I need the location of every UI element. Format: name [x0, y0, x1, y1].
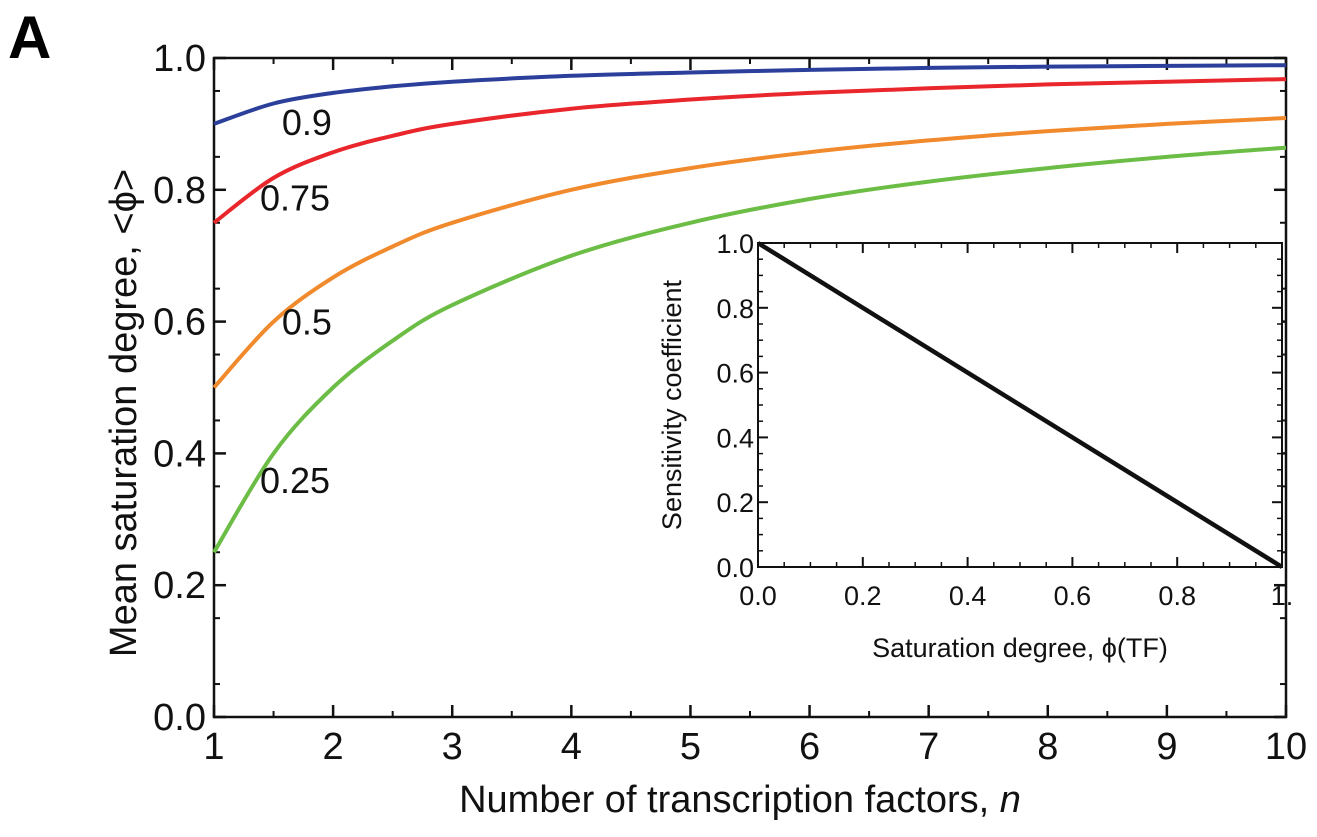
- inset-y-axis-title: Sensitivity coefficient: [657, 279, 687, 530]
- x-tick-label: 1: [203, 726, 224, 768]
- y-tick-label: 0.2: [153, 565, 206, 607]
- y-tick-label: 0.8: [153, 170, 206, 212]
- x-axis-title: Number of transcription factors, n: [459, 779, 1021, 821]
- inset-y-tick-label: 1.0: [716, 229, 754, 259]
- inset-x-tick-label: 0.2: [844, 581, 882, 611]
- inset-x-tick-label: 0.4: [949, 581, 987, 611]
- series-line-0.25: [212, 145, 1287, 554]
- inset-ticks: 0.0 0.2 0.4 0.6 0.8 1. 0.0 0.2 0.4 0.6 0.8 1.0: [716, 229, 1293, 611]
- series-line-0.75: [212, 77, 1287, 225]
- inset-x-tick-label: 1.: [1271, 581, 1294, 611]
- y-axis-title: Mean saturation degree, <ϕ>: [103, 169, 145, 657]
- x-tick-label: 2: [323, 726, 344, 768]
- x-axis-title-text: Number of transcription factors,: [459, 779, 1000, 821]
- inset-curves: [756, 241, 1284, 569]
- main-curves: [212, 63, 1287, 554]
- inset-y-tick-label: 0.4: [716, 423, 754, 453]
- curve-label-0.5: 0.5: [282, 302, 332, 343]
- x-tick-label: 3: [442, 726, 463, 768]
- inset-x-tick-label: 0.6: [1054, 581, 1092, 611]
- y-tick-label: 0.4: [153, 433, 206, 475]
- y-tick-label: 0.0: [153, 697, 206, 739]
- x-tick-label: 5: [680, 726, 701, 768]
- y-tick-label: 0.6: [153, 302, 206, 344]
- curve-label-0.25: 0.25: [260, 460, 330, 501]
- inset-y-tick-label: 0.0: [716, 553, 754, 583]
- inset-y-tick-label: 0.2: [716, 488, 754, 518]
- x-tick-label: 10: [1265, 726, 1307, 768]
- series-line-0.9: [213, 63, 1287, 126]
- inset-y-tick-label: 0.8: [716, 294, 754, 324]
- y-tick-label: 1.0: [153, 38, 206, 80]
- inset-y-tick-label: 0.6: [716, 359, 754, 389]
- x-tick-label: 9: [1156, 726, 1177, 768]
- series-line-0.5: [212, 116, 1287, 389]
- inset-chart: 0.0 0.2 0.4 0.6 0.8 1. 0.0 0.2 0.4 0.6 0.8 1.0 Satu…: [657, 229, 1293, 663]
- main-ticks: 1 2 3 4 5 6 7 8 9 10 0.0 0.2 0.4 0.6 0.8 1.0: [153, 38, 1307, 768]
- main-chart: 1 2 3 4 5 6 7 8 9 10 0.0 0.2 0.4 0.6 0.8 1.0 0.9 0.75 0.5…: [103, 38, 1307, 821]
- inset-x-axis-title: Saturation degree, ϕ(TF): [872, 633, 1168, 663]
- inset-x-tick-label: 0.0: [739, 581, 777, 611]
- x-tick-label: 6: [799, 726, 820, 768]
- curve-label-0.75: 0.75: [260, 178, 330, 219]
- x-tick-label: 4: [561, 726, 582, 768]
- panel-letter: A: [8, 4, 51, 71]
- inset-x-tick-label: 0.8: [1158, 581, 1196, 611]
- inset-series-line: [756, 241, 1284, 569]
- x-tick-label: 8: [1037, 726, 1058, 768]
- x-axis-title-italic: n: [1000, 779, 1021, 821]
- curve-label-0.9: 0.9: [282, 102, 332, 143]
- main-curve-labels: 0.9 0.75 0.5 0.25: [260, 102, 332, 501]
- inset-minor-ticks: [758, 243, 1282, 567]
- x-tick-label: 7: [918, 726, 939, 768]
